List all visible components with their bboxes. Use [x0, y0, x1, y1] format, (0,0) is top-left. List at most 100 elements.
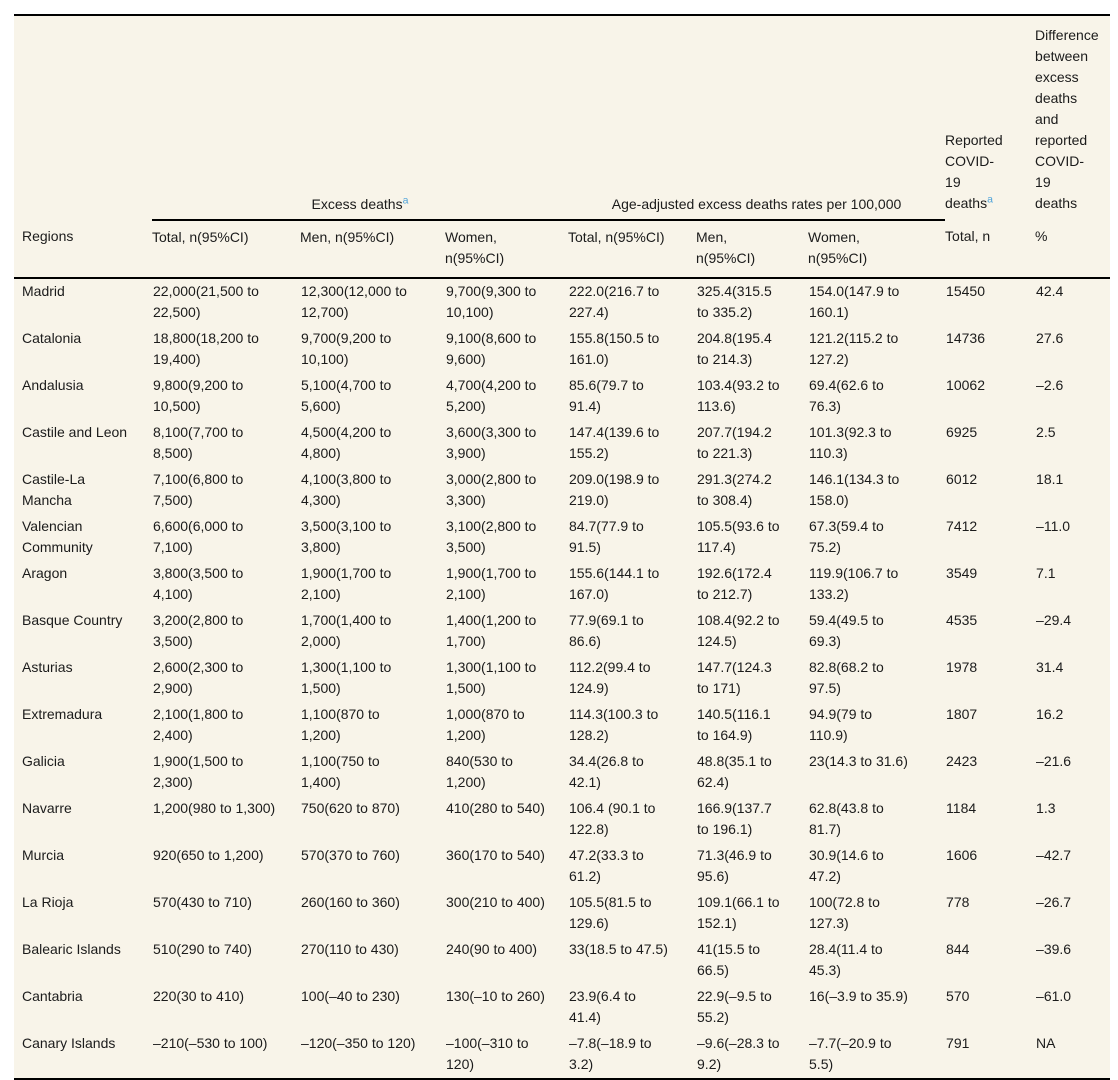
rate-men-cell: 109.1(66.1 to 152.1) [697, 894, 780, 931]
group-label: Excess deaths [311, 196, 403, 212]
rate-total-cell: 112.2(99.4 to 124.9) [569, 659, 651, 696]
reported-deaths-cell: 15450 [946, 283, 985, 299]
excess-men-cell: 1,300(1,100 to 1,500) [301, 659, 392, 696]
excess-total-cell: 570(430 to 710) [153, 894, 252, 910]
rate-total-cell: 85.6(79.7 to 91.4) [569, 377, 644, 414]
column-header-rate-total: Total, n(95%CI) [568, 220, 697, 279]
rate-total-cell: 106.4 (90.1 to 122.8) [569, 800, 656, 837]
difference-pct-cell: 18.1 [1036, 471, 1064, 487]
rate-total-cell: 209.0(198.9 to 219.0) [569, 471, 660, 508]
reported-deaths-cell: 2423 [946, 753, 978, 769]
excess-total-cell: 3,800(3,500 to 4,100) [153, 565, 244, 602]
rate-women-cell: 69.4(62.6 to 76.3) [809, 377, 884, 414]
reported-deaths-cell: 7412 [946, 518, 978, 534]
column-label: Difference between excess deaths and rep… [1035, 27, 1099, 211]
excess-total-cell: 22,000(21,500 to 22,500) [153, 283, 259, 320]
table-row: Navarre 1,200(980 to 1,300) 750(620 to 8… [14, 796, 1110, 843]
difference-pct-cell: 16.2 [1036, 706, 1064, 722]
reported-deaths-cell: 4535 [946, 612, 978, 628]
excess-total-cell: 220(30 to 410) [153, 988, 245, 1004]
excess-men-cell: 12,300(12,000 to 12,700) [301, 283, 407, 320]
reported-deaths-cell: 3549 [946, 565, 978, 581]
excess-men-cell: 100(–40 to 230) [301, 988, 400, 1004]
rate-women-cell: 101.3(92.3 to 110.3) [809, 424, 892, 461]
table-row: La Rioja 570(430 to 710) 260(160 to 360)… [14, 890, 1110, 937]
footnote-marker-a: a [402, 194, 409, 207]
rate-women-cell: 30.9(14.6 to 47.2) [809, 847, 884, 884]
region-cell: Cantabria [22, 988, 83, 1004]
excess-men-cell: 270(110 to 430) [301, 941, 399, 957]
table-row: Cantabria 220(30 to 410) 100(–40 to 230)… [14, 984, 1110, 1031]
rate-women-cell: –7.7(–20.9 to 5.5) [809, 1035, 892, 1072]
rate-women-cell: 154.0(147.9 to 160.1) [809, 283, 900, 320]
reported-deaths-cell: 1978 [946, 659, 978, 675]
excess-men-cell: 1,100(870 to 1,200) [301, 706, 380, 743]
excess-women-cell: 9,100(8,600 to 9,600) [446, 330, 537, 367]
difference-pct-cell: –2.6 [1036, 377, 1064, 393]
rate-men-cell: 71.3(46.9 to 95.6) [697, 847, 772, 884]
excess-men-cell: 1,700(1,400 to 2,000) [301, 612, 392, 649]
rate-men-cell: 147.7(124.3 to 171) [697, 659, 772, 696]
column-header-regions: Regions [14, 220, 152, 279]
rate-total-cell: 34.4(26.8 to 42.1) [569, 753, 644, 790]
table-header: Excess deathsa Age-adjusted excess death… [14, 16, 1111, 279]
header-group-row: Excess deathsa Age-adjusted excess death… [14, 16, 1110, 221]
table-row: Canary Islands –210(–530 to 100) –120(–3… [14, 1031, 1110, 1078]
rate-total-cell: 114.3(100.3 to 128.2) [569, 706, 659, 743]
rate-women-cell: 59.4(49.5 to 69.3) [809, 612, 884, 649]
difference-pct-cell: –11.0 [1036, 518, 1071, 534]
excess-men-cell: 4,500(4,200 to 4,800) [301, 424, 392, 461]
region-cell: Madrid [22, 283, 65, 299]
difference-pct-cell: 7.1 [1036, 565, 1056, 581]
table-row: Valencian Community 6,600(6,000 to 7,100… [14, 514, 1110, 561]
excess-deaths-table: Excess deathsa Age-adjusted excess death… [14, 16, 1111, 1078]
excess-men-cell: 260(160 to 360) [301, 894, 400, 910]
excess-total-cell: 18,800(18,200 to 19,400) [153, 330, 259, 367]
rate-total-cell: 47.2(33.3 to 61.2) [569, 847, 644, 884]
column-header-reported-covid-deaths: Reported COVID- 19 deathsa [945, 16, 1035, 220]
excess-men-cell: 750(620 to 870) [301, 800, 400, 816]
reported-deaths-cell: 14736 [946, 330, 985, 346]
table-row: Andalusia 9,800(9,200 to 10,500) 5,100(4… [14, 373, 1110, 420]
difference-pct-cell: 27.6 [1036, 330, 1064, 346]
difference-pct-cell: –42.7 [1036, 847, 1072, 863]
rate-women-cell: 82.8(68.2 to 97.5) [809, 659, 884, 696]
reported-deaths-cell: 10062 [946, 377, 985, 393]
region-cell: Aragon [22, 565, 68, 581]
footnote-marker-a: a [987, 193, 993, 206]
group-header-excess-deaths: Excess deathsa [152, 16, 569, 221]
excess-total-cell: 1,200(980 to 1,300) [153, 800, 276, 816]
excess-total-cell: 920(650 to 1,200) [153, 847, 264, 863]
table-row: Aragon 3,800(3,500 to 4,100) 1,900(1,700… [14, 561, 1110, 608]
difference-pct-cell: 2.5 [1036, 424, 1056, 440]
excess-women-cell: 360(170 to 540) [446, 847, 545, 863]
excess-men-cell: 1,100(750 to 1,400) [301, 753, 380, 790]
reported-deaths-cell: 1184 [946, 800, 977, 816]
region-cell: Murcia [22, 847, 65, 863]
rate-women-cell: 23(14.3 to 31.6) [809, 753, 908, 769]
column-header-excess-total: Total, n(95%CI) [152, 220, 300, 279]
excess-total-cell: 7,100(6,800 to 7,500) [153, 471, 244, 508]
region-cell: Balearic Islands [22, 941, 121, 957]
difference-pct-cell: –39.6 [1036, 941, 1072, 957]
excess-women-cell: 1,900(1,700 to 2,100) [446, 565, 537, 602]
reported-deaths-cell: 844 [946, 941, 970, 957]
difference-pct-cell: –61.0 [1036, 988, 1072, 1004]
rate-total-cell: 105.5(81.5 to 129.6) [569, 894, 652, 931]
excess-women-cell: 1,300(1,100 to 1,500) [446, 659, 537, 696]
excess-women-cell: 240(90 to 400) [446, 941, 538, 957]
excess-men-cell: 5,100(4,700 to 5,600) [301, 377, 392, 414]
reported-deaths-cell: 1606 [946, 847, 978, 863]
region-cell: Navarre [22, 800, 72, 816]
table-row: Madrid 22,000(21,500 to 22,500) 12,300(1… [14, 278, 1110, 326]
region-cell: Castile-La Mancha [22, 471, 86, 508]
excess-women-cell: 410(280 to 540) [446, 800, 545, 816]
excess-men-cell: 9,700(9,200 to 10,100) [301, 330, 392, 367]
table-row: Balearic Islands 510(290 to 740) 270(110… [14, 937, 1110, 984]
rate-women-cell: 100(72.8 to 127.3) [809, 894, 880, 931]
excess-men-cell: 4,100(3,800 to 4,300) [301, 471, 392, 508]
excess-men-cell: 3,500(3,100 to 3,800) [301, 518, 392, 555]
excess-total-cell: –210(–530 to 100) [153, 1035, 268, 1051]
rate-men-cell: 105.5(93.6 to 117.4) [697, 518, 780, 555]
excess-men-cell: 570(370 to 760) [301, 847, 400, 863]
